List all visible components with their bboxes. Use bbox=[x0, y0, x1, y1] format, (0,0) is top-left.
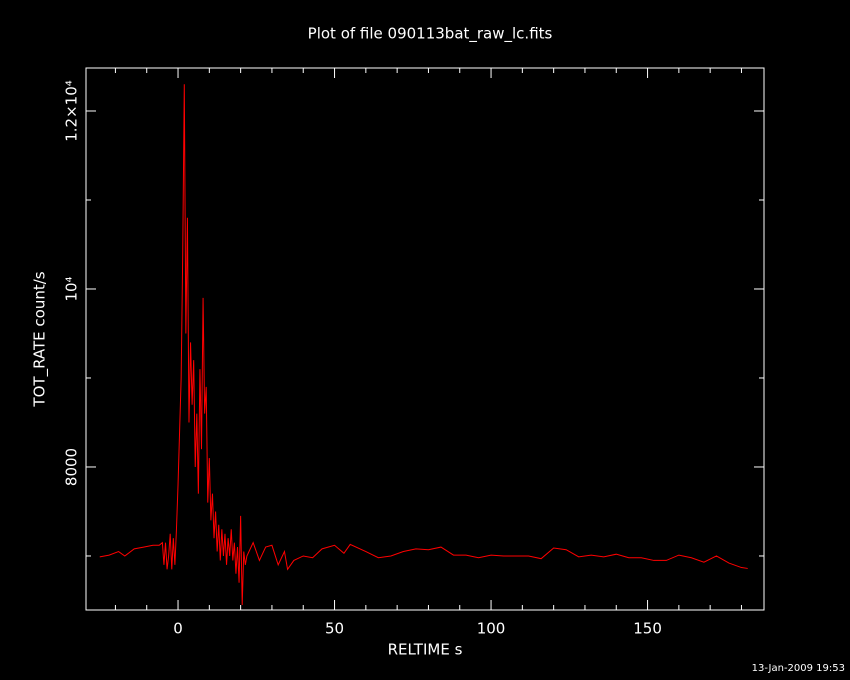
plot-frame bbox=[85, 67, 765, 611]
y-tick-label: 8000 bbox=[63, 448, 81, 486]
x-tick-label: 100 bbox=[477, 620, 506, 638]
x-axis-label: RELTIME s bbox=[388, 641, 463, 659]
x-tick-label: 150 bbox=[633, 620, 662, 638]
footer: 13-Jan-2009 19:53 bbox=[752, 663, 845, 674]
y-tick-label: 1.2×10⁴ bbox=[63, 80, 81, 142]
light-curve bbox=[99, 84, 748, 605]
x-tick-label: 50 bbox=[325, 620, 344, 638]
chart-title: Plot of file 090113bat_raw_lc.fits bbox=[308, 25, 553, 44]
x-tick-label: 0 bbox=[173, 620, 183, 638]
y-axis-label: TOT_RATE count/s bbox=[31, 271, 50, 407]
y-tick-label: 10⁴ bbox=[63, 276, 81, 301]
